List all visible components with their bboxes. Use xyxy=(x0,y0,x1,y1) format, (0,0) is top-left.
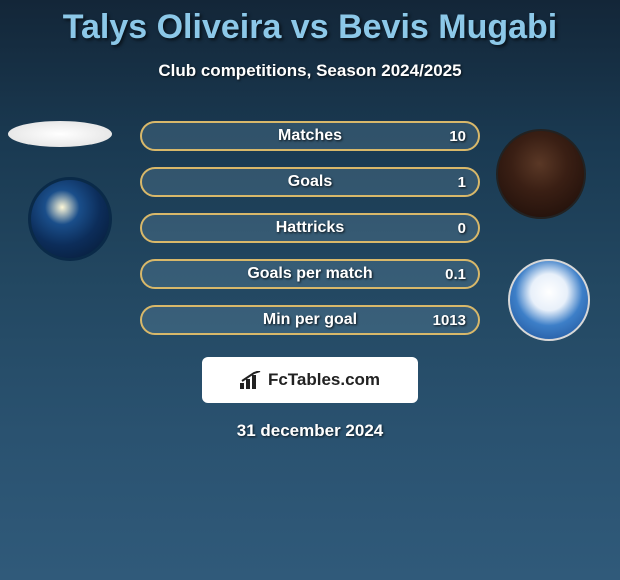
stat-label: Min per goal xyxy=(142,311,478,329)
stat-row: Min per goal 1013 xyxy=(140,305,480,335)
page-title: Talys Oliveira vs Bevis Mugabi xyxy=(0,0,620,47)
stat-row: Hattricks 0 xyxy=(140,213,480,243)
stat-value-right: 10 xyxy=(449,128,466,145)
stat-row: Goals per match 0.1 xyxy=(140,259,480,289)
stat-value-right: 1013 xyxy=(433,312,466,329)
stat-row: Matches 10 xyxy=(140,121,480,151)
stat-label: Hattricks xyxy=(142,219,478,237)
player2-avatar xyxy=(496,129,586,219)
logo-text: FcTables.com xyxy=(268,370,380,390)
player1-club-logo xyxy=(28,177,112,261)
stat-value-right: 0 xyxy=(458,220,466,237)
player2-club-logo xyxy=(508,259,590,341)
stat-value-right: 0.1 xyxy=(445,266,466,283)
date: 31 december 2024 xyxy=(0,421,620,441)
stats-zone: Matches 10 Goals 1 Hattricks 0 Goals per… xyxy=(0,121,620,441)
subtitle: Club competitions, Season 2024/2025 xyxy=(0,61,620,81)
player1-avatar xyxy=(8,121,112,147)
stat-label: Goals per match xyxy=(142,265,478,283)
stat-value-right: 1 xyxy=(458,174,466,191)
stat-row: Goals 1 xyxy=(140,167,480,197)
logo-box: FcTables.com xyxy=(202,357,418,403)
chart-icon xyxy=(240,371,262,389)
stat-label: Goals xyxy=(142,173,478,191)
stat-label: Matches xyxy=(142,127,478,145)
